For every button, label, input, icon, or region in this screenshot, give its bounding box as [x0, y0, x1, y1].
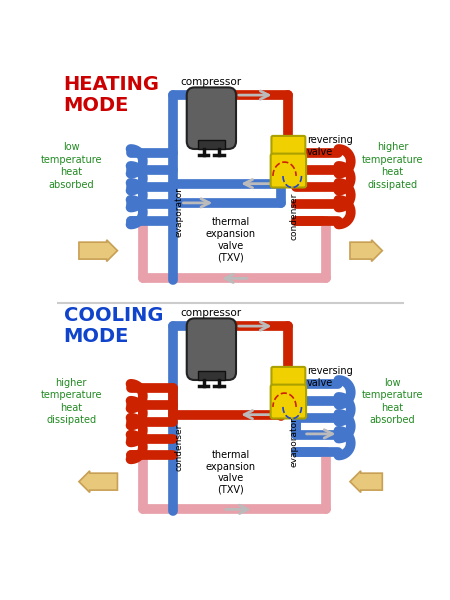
Text: higher
temperature
heat
dissipated: higher temperature heat dissipated	[40, 378, 102, 425]
FancyArrow shape	[350, 240, 382, 262]
Text: thermal
expansion
valve
(TXV): thermal expansion valve (TXV)	[206, 217, 256, 262]
Text: condenser: condenser	[289, 193, 298, 241]
Text: COOLING
MODE: COOLING MODE	[63, 307, 163, 346]
Text: evaporator: evaporator	[175, 187, 184, 237]
FancyBboxPatch shape	[271, 136, 305, 156]
Text: HEATING
MODE: HEATING MODE	[63, 76, 160, 115]
Bar	[198, 371, 225, 380]
Text: compressor: compressor	[181, 308, 242, 319]
FancyArrow shape	[350, 471, 382, 493]
FancyArrow shape	[79, 240, 117, 262]
FancyBboxPatch shape	[270, 385, 306, 419]
Text: higher
temperature
heat
dissipated: higher temperature heat dissipated	[362, 142, 423, 190]
Text: condenser: condenser	[175, 424, 184, 472]
FancyArrow shape	[79, 471, 117, 493]
FancyBboxPatch shape	[271, 367, 305, 387]
Text: low
temperature
heat
absorbed: low temperature heat absorbed	[362, 378, 423, 425]
Text: compressor: compressor	[181, 77, 242, 88]
Text: low
temperature
heat
absorbed: low temperature heat absorbed	[40, 142, 102, 190]
FancyBboxPatch shape	[270, 154, 306, 187]
FancyBboxPatch shape	[187, 319, 236, 380]
Text: thermal
expansion
valve
(TXV): thermal expansion valve (TXV)	[206, 450, 256, 495]
Text: reversing
valve: reversing valve	[307, 366, 353, 388]
Bar	[198, 140, 225, 149]
FancyBboxPatch shape	[187, 88, 236, 149]
Text: reversing
valve: reversing valve	[307, 135, 353, 157]
Text: evaporator: evaporator	[289, 416, 298, 467]
